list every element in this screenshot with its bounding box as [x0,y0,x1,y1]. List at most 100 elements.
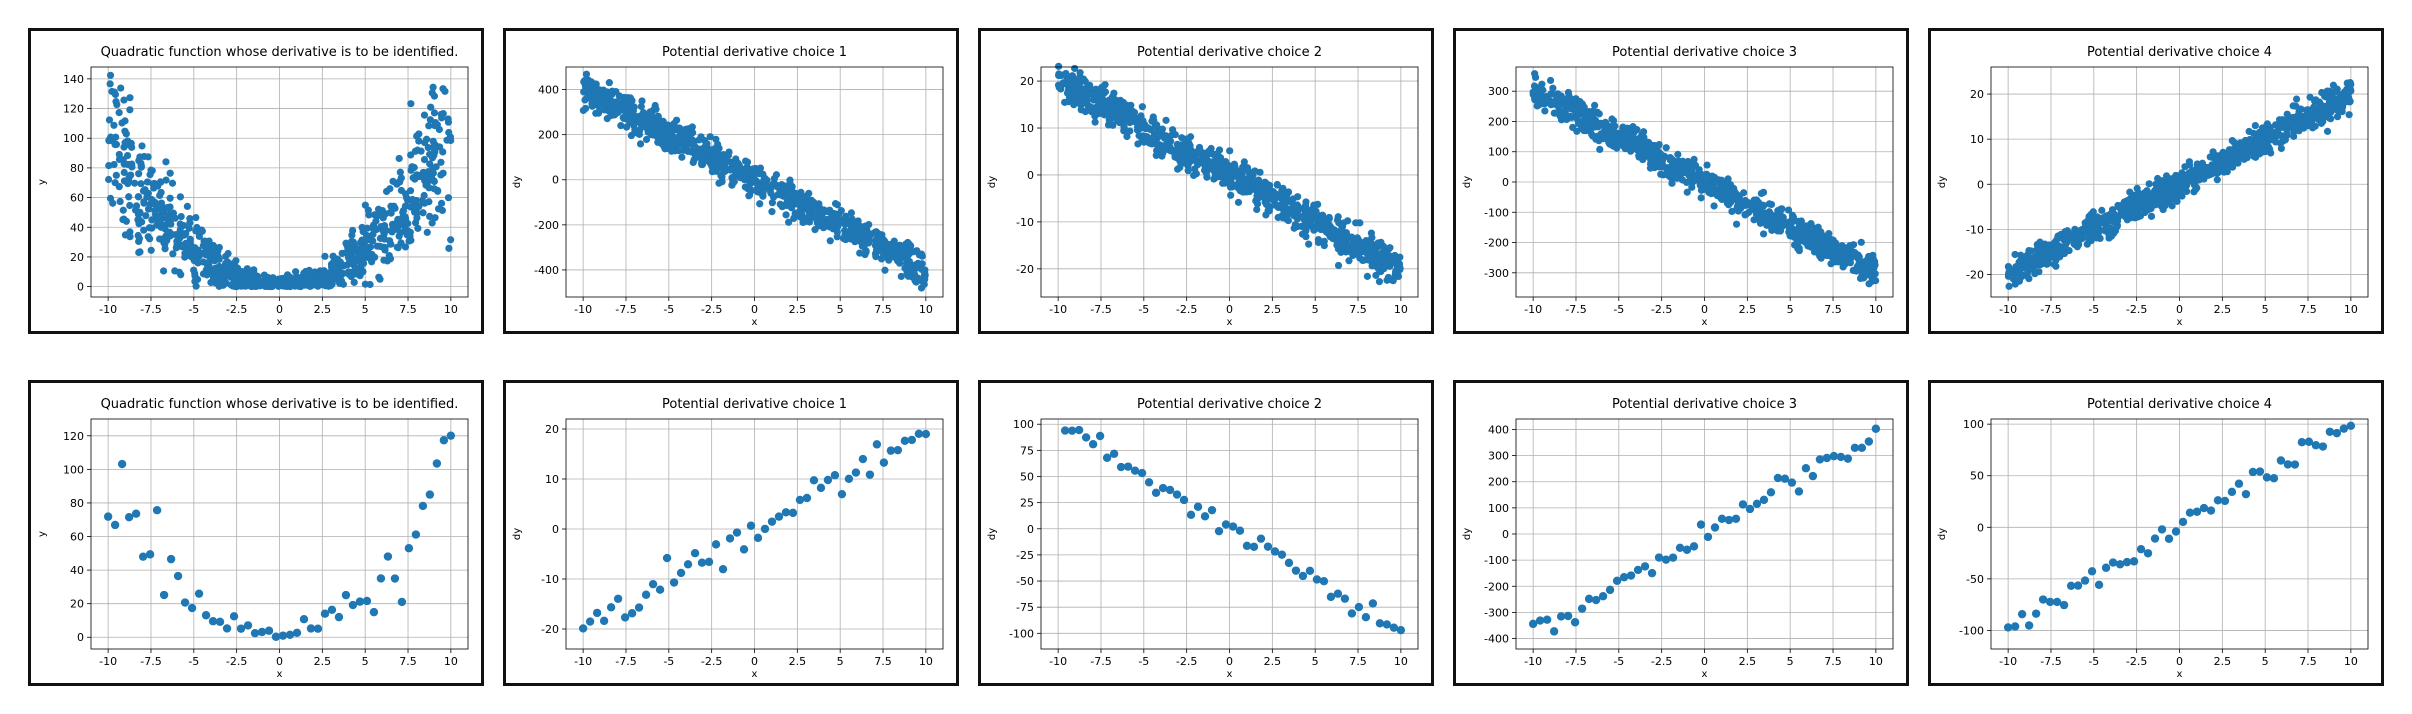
data-point [1055,83,1063,91]
x-tick-label: -2.5 [701,655,722,668]
data-point [697,558,707,567]
data-point [371,253,379,261]
y-tick-label: 0 [552,523,559,536]
data-point [617,122,625,130]
data-point [1173,148,1181,156]
data-point [2230,139,2238,147]
data-point [841,227,849,235]
data-point [135,220,143,228]
data-point [612,87,620,96]
grid-lines [91,67,468,297]
data-point [2310,103,2318,111]
data-point [144,205,153,213]
data-point [397,174,405,182]
data-point [365,211,373,219]
data-point [1273,180,1281,189]
x-tick-label: -5 [1138,303,1149,316]
data-point [313,624,323,633]
chart-svg: Potential derivative choice 4-10 -7.5 -5 -2… [1937,45,2369,328]
data-point [1565,112,1573,121]
data-point [432,459,442,468]
data-point [1640,133,1648,142]
data-point [2174,174,2182,182]
data-point [2300,124,2308,132]
x-tick-label: 2.5 [789,303,807,316]
data-point [105,175,113,184]
scatter-points [579,70,929,292]
data-point [704,557,714,567]
data-point [339,280,347,288]
chart-svg: Potential derivative choice 2-10 -7.5 -5 -2… [987,45,1419,328]
data-point [613,594,623,603]
data-point [2004,263,2013,271]
data-point [425,490,435,499]
data-point [147,246,155,254]
x-tick-label: 2.5 [789,655,807,668]
data-point [1855,266,1863,274]
data-point [263,274,271,282]
data-point [1070,101,1078,109]
data-point [2004,272,2013,280]
chart-svg: Potential derivative choice 2-10 -7.5 -5 -2… [987,397,1419,680]
x-axis-label: x [1227,317,1233,328]
data-point [389,177,397,185]
data-point [1091,118,1099,126]
data-point [1302,222,1310,230]
data-point [1298,230,1307,238]
data-point [157,223,165,231]
data-point [861,222,869,230]
y-tick-label: 120 [63,430,84,443]
x-tick-label: -10 [574,655,592,668]
data-point [444,194,453,202]
data-point [2217,158,2225,166]
data-point [120,96,128,104]
data-point [1856,274,1865,283]
data-point [397,239,405,247]
data-point [146,235,154,243]
data-point [1536,85,1544,93]
data-point [250,628,260,638]
data-point [768,199,776,207]
data-point [425,122,433,130]
data-point [1338,221,1346,230]
data-point [1840,256,1849,264]
data-point [169,250,177,258]
chart-svg: Potential derivative choice 1-10 -7.5 -5 -2… [512,397,944,680]
data-point [349,238,357,246]
x-tick-label: 0 [751,303,758,316]
data-point [2084,217,2092,225]
data-point [893,445,903,455]
data-point [1750,216,1758,224]
data-point [1126,127,1134,135]
data-point [131,509,141,518]
data-point [428,89,436,97]
data-point [2295,108,2303,116]
data-point [112,98,120,106]
data-point [1239,163,1247,171]
data-point [331,268,340,276]
data-point [115,183,123,191]
data-point [768,208,776,216]
x-tick-label: 2.5 [1739,303,1757,316]
x-tick-label: -10 [1999,303,2017,316]
data-point [2292,95,2301,103]
scatter-points [1060,425,1406,635]
data-point [208,617,218,626]
data-point [1134,140,1142,148]
x-tick-label: 2.5 [314,303,332,316]
data-point [1115,115,1124,123]
data-point [1310,201,1318,209]
data-point [1851,248,1859,257]
data-point [1144,125,1152,133]
data-point [2097,218,2105,226]
data-point [377,223,385,231]
data-point [2111,213,2119,222]
data-point [802,493,812,503]
data-point [630,103,638,111]
data-point [428,219,436,227]
data-point [2322,93,2331,101]
data-point [356,238,365,246]
y-tick-label: 300 [1488,85,1509,98]
data-point [177,212,185,221]
x-tick-label: 5 [2262,303,2269,316]
